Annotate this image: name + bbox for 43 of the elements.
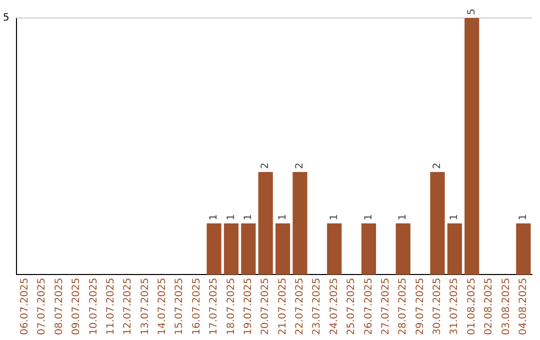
x-tick-label: 12.07.2025 — [122, 278, 134, 336]
x-tick-label: 07.07.2025 — [36, 278, 48, 336]
x-tick-label: 06.07.2025 — [20, 278, 31, 336]
x-tick-label: 31.07.2025 — [449, 278, 460, 336]
data-label: 1 — [328, 214, 340, 220]
x-tick-label: 08.07.2025 — [54, 278, 65, 336]
data-label: 1 — [363, 214, 374, 220]
x-tick-label: 27.07.2025 — [380, 278, 392, 336]
x-tick-label: 23.07.2025 — [312, 278, 323, 336]
x-tick-label: 29.07.2025 — [414, 278, 426, 336]
data-label: 1 — [242, 214, 254, 220]
data-label: 1 — [226, 214, 237, 220]
x-tick-label: 19.07.2025 — [242, 278, 254, 336]
x-tick-label: 28.07.2025 — [398, 278, 409, 336]
data-label: 2 — [432, 162, 444, 170]
x-tick-label: 26.07.2025 — [363, 278, 374, 336]
x-tick-label: 14.07.2025 — [157, 278, 168, 336]
x-tick-label: 21.07.2025 — [277, 278, 288, 336]
data-label: 5 — [466, 8, 478, 15]
x-tick-label: 22.07.2025 — [294, 278, 306, 336]
x-tick-label: 17.07.2025 — [208, 278, 220, 336]
data-label: 2 — [294, 162, 306, 170]
data-label: 1 — [449, 214, 460, 220]
data-label: 1 — [398, 214, 409, 220]
x-tick-label: 20.07.2025 — [260, 278, 272, 336]
x-tick-label: 10.07.2025 — [88, 278, 100, 336]
x-tick-label: 25.07.2025 — [346, 278, 358, 336]
x-tick-label: 09.07.2025 — [71, 278, 82, 336]
data-label: 1 — [277, 214, 288, 220]
data-label: 1 — [518, 214, 529, 220]
x-tick-label: 03.08.2025 — [500, 278, 512, 336]
data-label: 2 — [260, 162, 272, 170]
x-tick-label: 01.08.2025 — [466, 278, 478, 336]
x-tick-label: 30.07.2025 — [432, 278, 444, 336]
x-tick-label: 16.07.2025 — [191, 278, 202, 336]
x-tick-label: 11.07.2025 — [105, 278, 116, 336]
x-tick-label: 15.07.2025 — [174, 278, 186, 336]
x-tick-label: 13.07.2025 — [140, 278, 151, 336]
x-tick-label: 24.07.2025 — [328, 278, 340, 336]
data-label: 1 — [208, 214, 220, 220]
x-tick-label: 04.08.2025 — [518, 278, 529, 336]
x-tick-label: 02.08.2025 — [484, 278, 495, 336]
x-tick-label: 18.07.2025 — [226, 278, 237, 336]
